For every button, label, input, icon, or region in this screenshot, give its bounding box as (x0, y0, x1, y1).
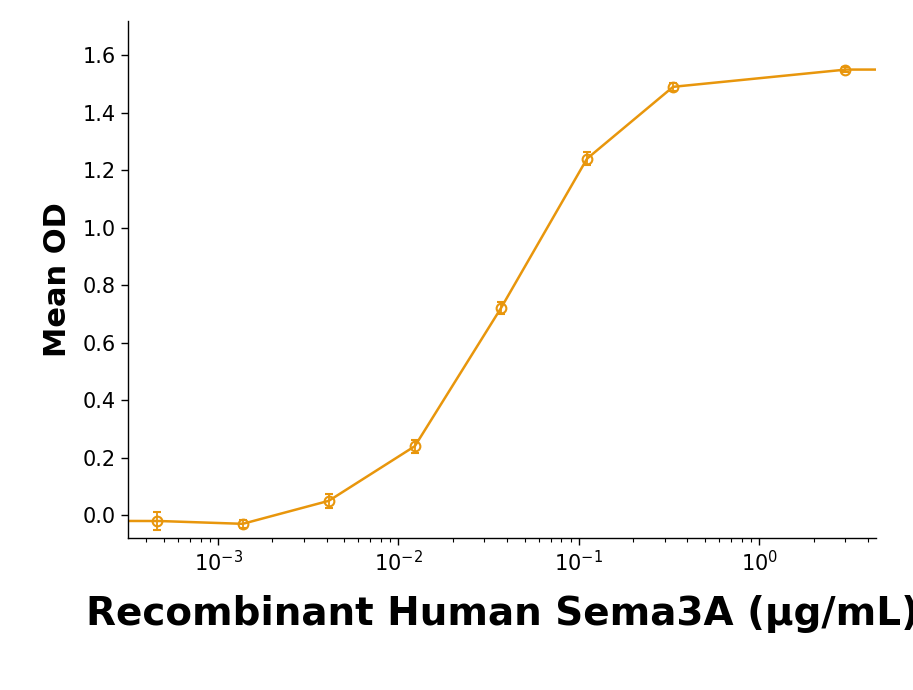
Y-axis label: Mean OD: Mean OD (43, 202, 71, 357)
X-axis label: Recombinant Human Sema3A (μg/mL): Recombinant Human Sema3A (μg/mL) (86, 595, 913, 633)
